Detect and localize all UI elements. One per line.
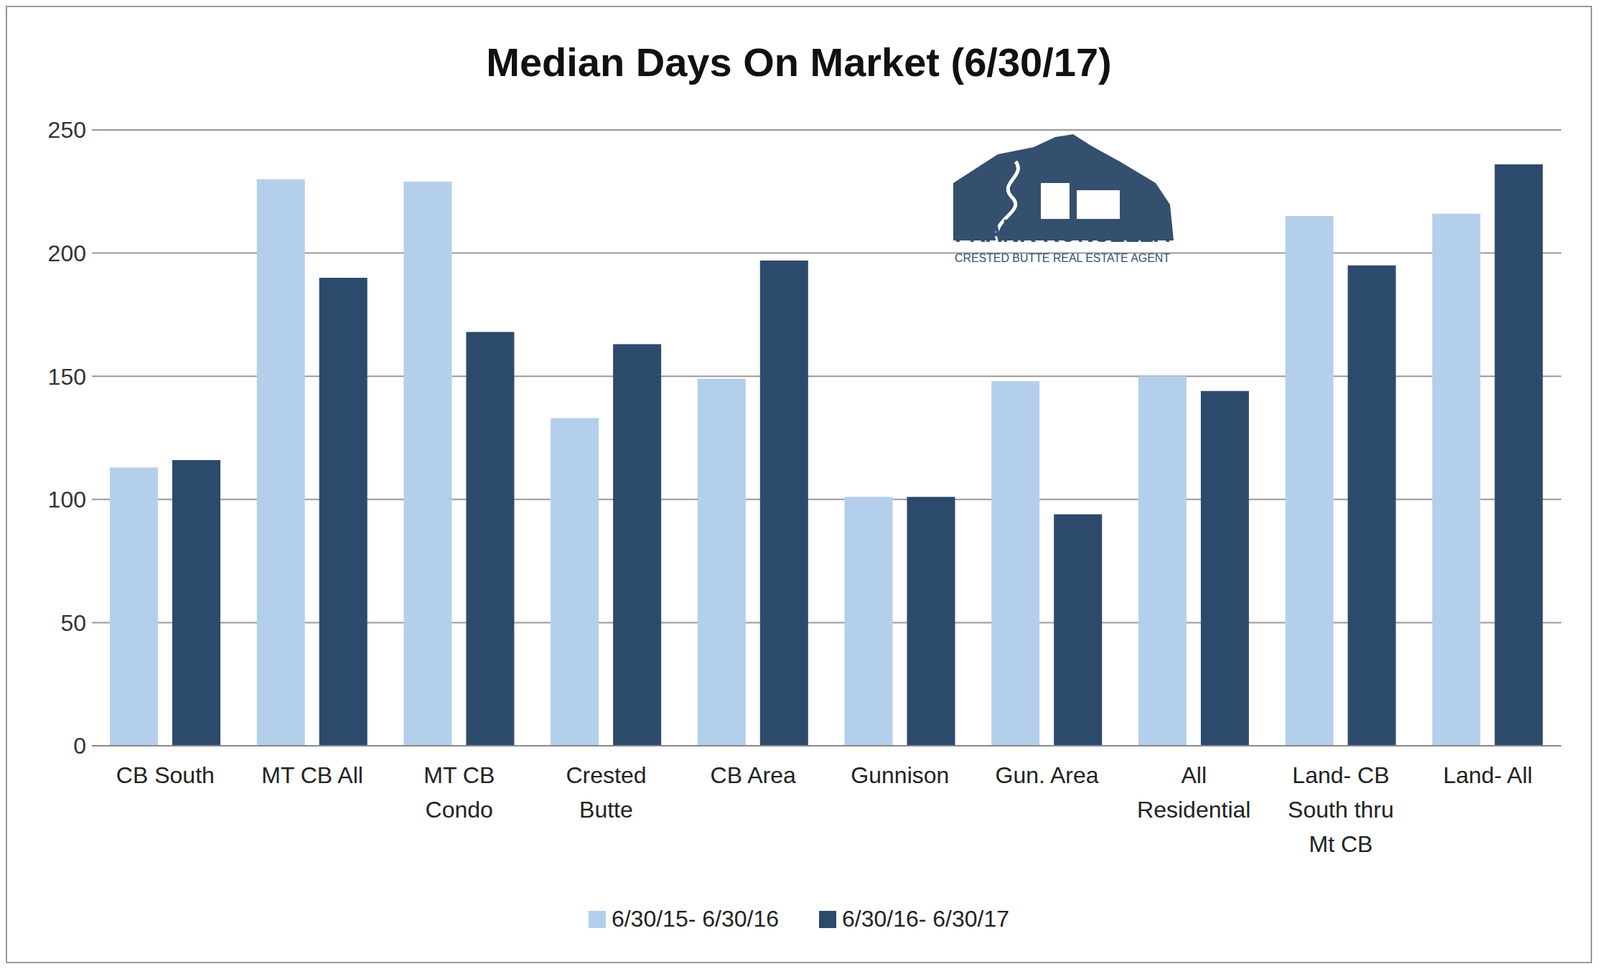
svg-text:FRANK KONSELLA: FRANK KONSELLA — [954, 213, 1171, 249]
svg-text:250: 250 — [48, 117, 87, 143]
svg-text:CRESTED BUTTE REAL ESTATE AGEN: CRESTED BUTTE REAL ESTATE AGENT — [954, 251, 1171, 265]
html-text:6/30/15- 6/30/16: 6/30/15- 6/30/16 — [611, 905, 779, 932]
html-text:6/30/16- 6/30/17: 6/30/16- 6/30/17 — [841, 905, 1010, 932]
svg-text:Butte: Butte — [579, 796, 634, 823]
svg-text:CB South: CB South — [116, 762, 215, 789]
svg-text:Land- All: Land- All — [1442, 762, 1533, 789]
svg-text:200: 200 — [48, 240, 87, 267]
svg-text:Residential: Residential — [1137, 796, 1251, 823]
svg-text:Land- CB: Land- CB — [1292, 762, 1389, 789]
svg-text:100: 100 — [48, 486, 87, 513]
svg-text:Mt CB: Mt CB — [1309, 831, 1374, 858]
svg-text:South thru: South thru — [1287, 796, 1394, 823]
svg-text:0: 0 — [73, 732, 87, 759]
svg-text:Crested: Crested — [565, 762, 647, 789]
svg-text:MT CB: MT CB — [423, 762, 495, 789]
svg-text:CB Area: CB Area — [710, 762, 797, 789]
svg-text:Gunnison: Gunnison — [850, 762, 949, 789]
svg-text:50: 50 — [60, 610, 87, 636]
html-text:Median Days On Market (6/30/17: Median Days On Market (6/30/17) — [486, 39, 1112, 85]
svg-text:Condo: Condo — [425, 796, 494, 823]
svg-text:150: 150 — [48, 363, 87, 390]
svg-text:MT CB All: MT CB All — [261, 762, 364, 789]
svg-text:Gun. Area: Gun. Area — [995, 762, 1099, 789]
svg-text:All: All — [1180, 762, 1207, 789]
